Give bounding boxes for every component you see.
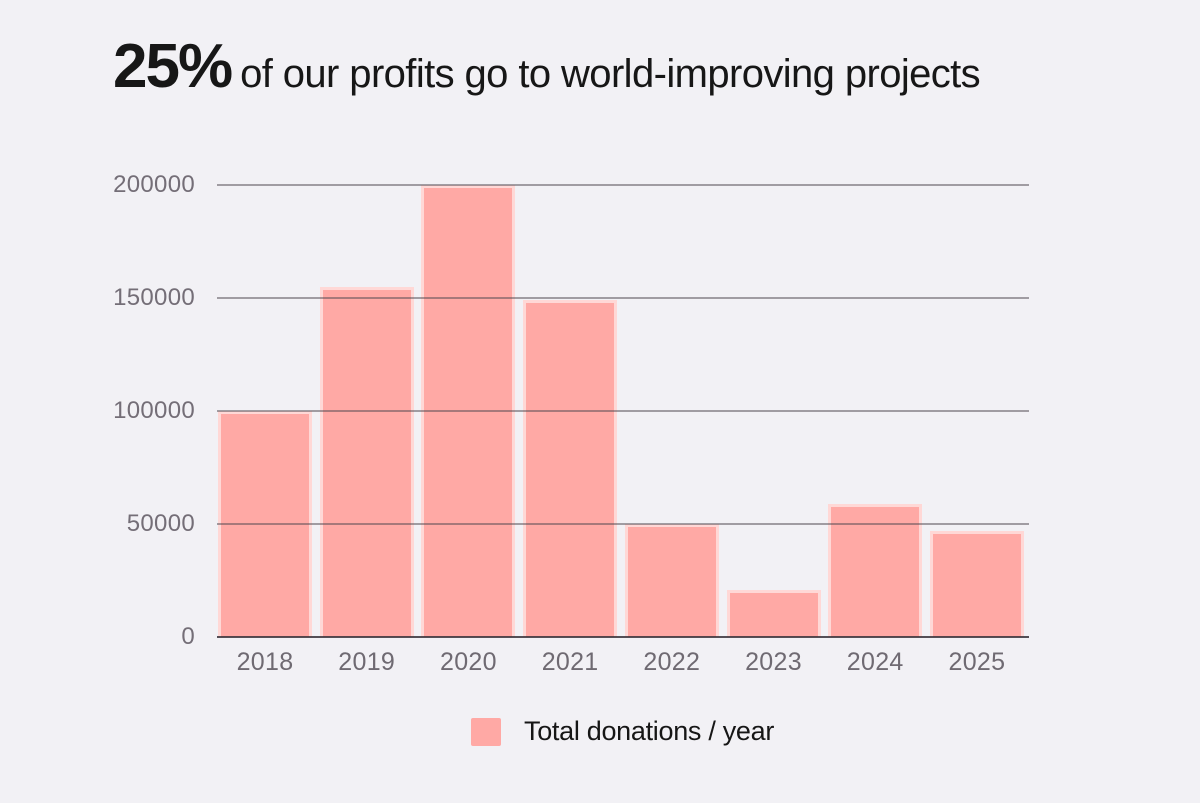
gridline-50000 bbox=[217, 523, 1029, 525]
bar-2023 bbox=[726, 589, 821, 637]
plot-area bbox=[217, 184, 1029, 638]
bar-2019 bbox=[319, 286, 414, 637]
gridline-200000 bbox=[217, 184, 1029, 186]
x-tick-2024: 2024 bbox=[846, 648, 904, 676]
x-axis-labels: 2018 2019 2020 2021 2022 2023 2024 2025 bbox=[218, 648, 1024, 677]
title-percentage: 25% bbox=[113, 32, 233, 101]
x-tick-2019: 2019 bbox=[338, 648, 396, 676]
page-title: 25% of our profits go to world-improving… bbox=[113, 32, 981, 101]
y-tick-150000: 150000 bbox=[113, 284, 195, 311]
y-axis-labels: 0 50000 100000 150000 200000 bbox=[0, 172, 195, 650]
legend-label: Total donations / year bbox=[524, 716, 775, 746]
x-tick-2022: 2022 bbox=[643, 648, 701, 676]
x-tick-2025: 2025 bbox=[948, 648, 1006, 676]
y-tick-200000: 200000 bbox=[113, 171, 195, 198]
x-tick-2020: 2020 bbox=[439, 648, 497, 676]
bar-2025 bbox=[929, 530, 1024, 637]
bar-2024 bbox=[828, 503, 923, 637]
y-tick-0: 0 bbox=[181, 623, 195, 650]
gridline-150000 bbox=[217, 297, 1029, 299]
x-tick-2023: 2023 bbox=[745, 648, 802, 676]
bar-2021 bbox=[523, 300, 618, 637]
title-text: of our profits go to world-improving pro… bbox=[240, 52, 981, 96]
gridline-100000 bbox=[217, 410, 1029, 412]
x-tick-2021: 2021 bbox=[541, 648, 599, 676]
y-tick-100000: 100000 bbox=[113, 397, 195, 424]
y-tick-50000: 50000 bbox=[126, 510, 195, 537]
x-axis-line bbox=[217, 636, 1029, 638]
chart-legend: Total donations / year bbox=[471, 716, 774, 747]
legend-swatch bbox=[471, 717, 501, 746]
x-tick-2018: 2018 bbox=[236, 648, 294, 676]
bar-2022 bbox=[624, 524, 719, 637]
